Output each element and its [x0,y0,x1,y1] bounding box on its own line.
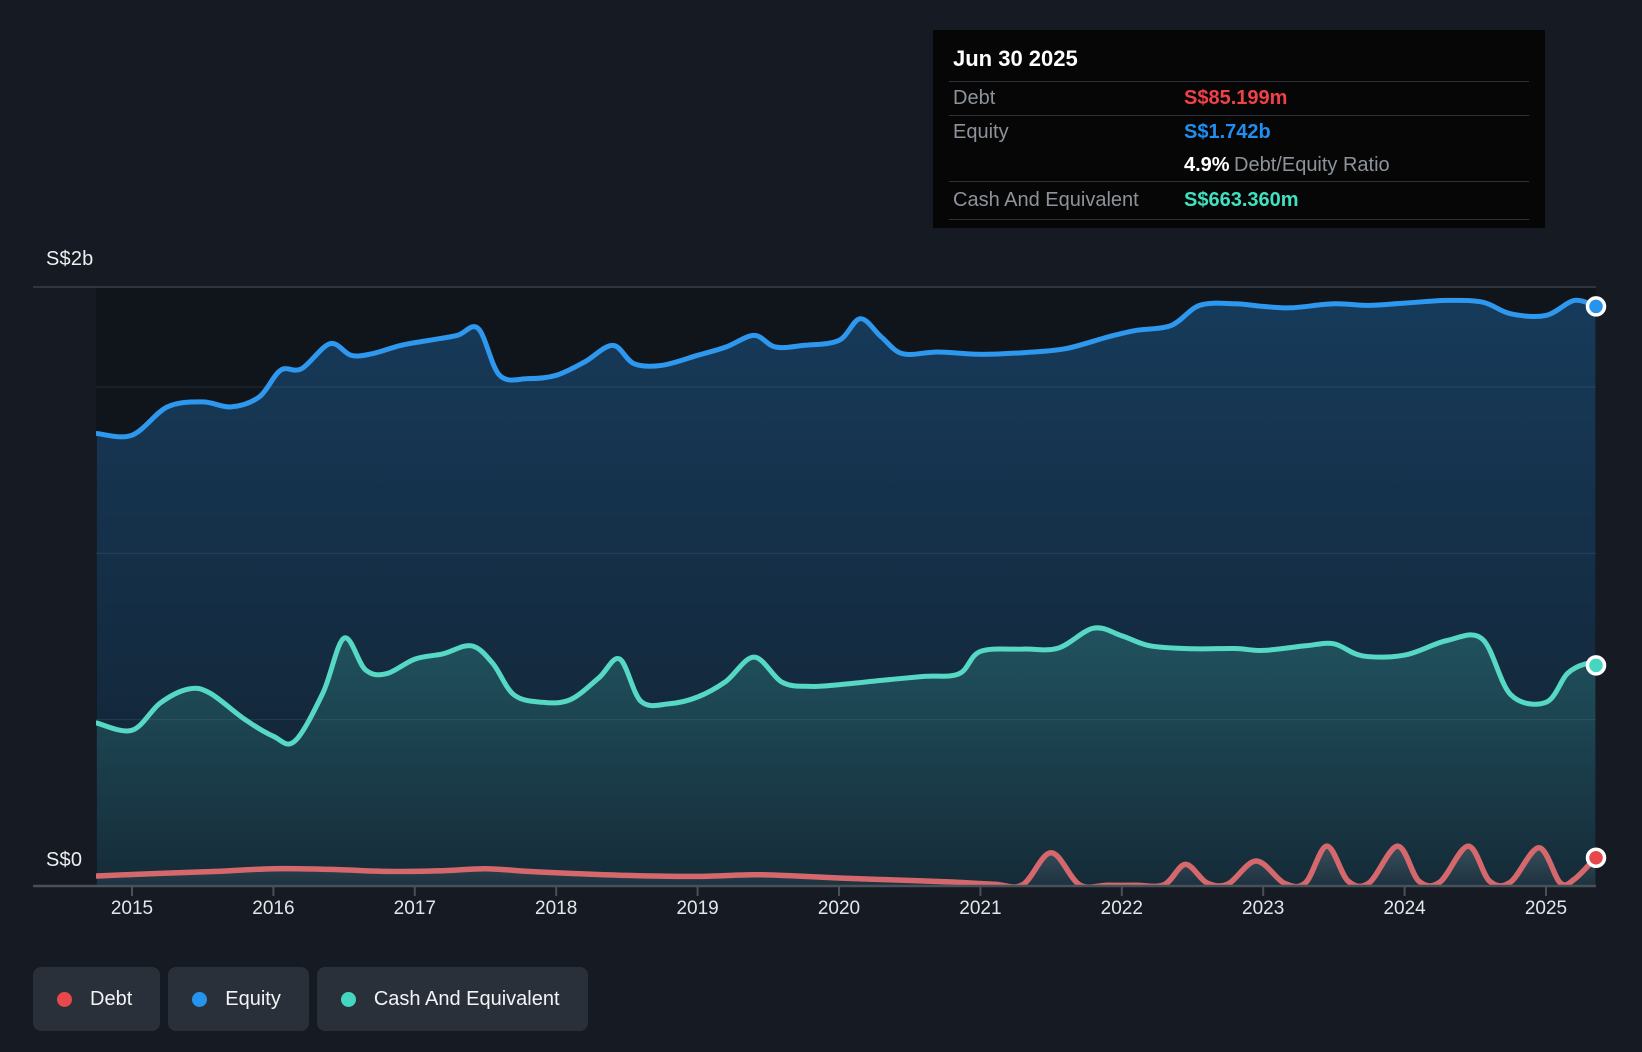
legend-item-debt[interactable]: Debt [33,967,161,1031]
tooltip-equity-value: S$1.742b [1184,121,1271,143]
tooltip-equity-label: Equity [953,121,1009,143]
x-axis-label-2020: 2020 [817,898,861,919]
x-axis-label-2016: 2016 [252,898,295,919]
tooltip-date: Jun 30 2025 [949,30,1529,82]
series-endpoint-marker [1585,655,1607,676]
legend-item-equity[interactable]: Equity [168,967,309,1031]
legend-item-cash[interactable]: Cash And Equivalent [316,967,588,1031]
y-axis-label-zero: S$0 [46,849,83,871]
tooltip-ratio-label: Debt/Equity Ratio [1234,153,1390,176]
x-axis-label-2023: 2023 [1242,898,1285,919]
debt-area [96,846,1596,886]
tooltip-cash-label: Cash And Equivalent [953,189,1139,211]
x-axis-label-2017: 2017 [393,898,436,919]
tooltip-debt-label: Debt [953,87,996,109]
x-axis-label-2021: 2021 [959,898,1002,919]
tooltip-row-ratio: 4.9% Debt/Equity Ratio [949,149,1529,182]
cash-line [96,625,1598,747]
legend-cash-label: Cash And Equivalent [373,987,560,1010]
y-axis-label-max: S$2b [46,248,94,270]
tooltip-row-cash: Cash And Equivalent S$663.360m [949,182,1529,220]
x-axis-label-2018: 2018 [535,898,578,919]
tooltip-debt-value: S$85.199m [1184,87,1288,109]
equity-dot-icon [192,991,208,1007]
debt-dot-icon [57,991,72,1007]
series-endpoint-marker [1585,847,1607,868]
equity-line [96,297,1598,440]
chart-legend: Debt Equity Cash And Equivalent [33,967,588,1031]
cash-area [96,627,1596,886]
tooltip-row-debt: Debt S$85.199m [949,82,1529,116]
tooltip-ratio-value: 4.9% [1184,153,1230,176]
chart-tooltip: Jun 30 2025 Debt S$85.199m Equity S$1.74… [933,30,1545,228]
x-axis-label-2024: 2024 [1383,898,1426,919]
x-axis-label-2019: 2019 [676,898,719,919]
x-axis-label-2025: 2025 [1524,898,1568,919]
legend-debt-label: Debt [90,987,133,1010]
cash-dot-icon [340,991,356,1007]
tooltip-cash-value: S$663.360m [1184,189,1299,211]
legend-equity-label: Equity [225,987,281,1010]
x-axis-label-2015: 2015 [110,898,154,919]
x-axis-label-2022: 2022 [1100,898,1143,919]
tooltip-row-equity: Equity S$1.742b [949,116,1529,149]
series-endpoint-marker [1585,296,1607,317]
